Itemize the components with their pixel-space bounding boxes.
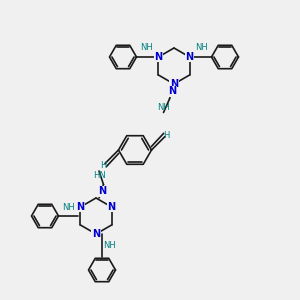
Text: N: N (76, 202, 85, 212)
Text: HN: HN (93, 171, 105, 180)
Text: H: H (163, 130, 170, 140)
Text: H: H (100, 160, 107, 169)
Text: N: N (185, 52, 194, 62)
Text: N: N (154, 52, 163, 62)
Text: NH: NH (140, 44, 153, 52)
Text: N: N (98, 186, 106, 197)
Text: N: N (170, 79, 178, 89)
Text: NH: NH (195, 44, 208, 52)
Text: N: N (92, 229, 100, 239)
Text: NH: NH (157, 103, 170, 112)
Text: N: N (107, 202, 116, 212)
Text: NH: NH (103, 241, 116, 250)
Text: NH: NH (62, 203, 75, 212)
Text: N: N (168, 86, 177, 97)
